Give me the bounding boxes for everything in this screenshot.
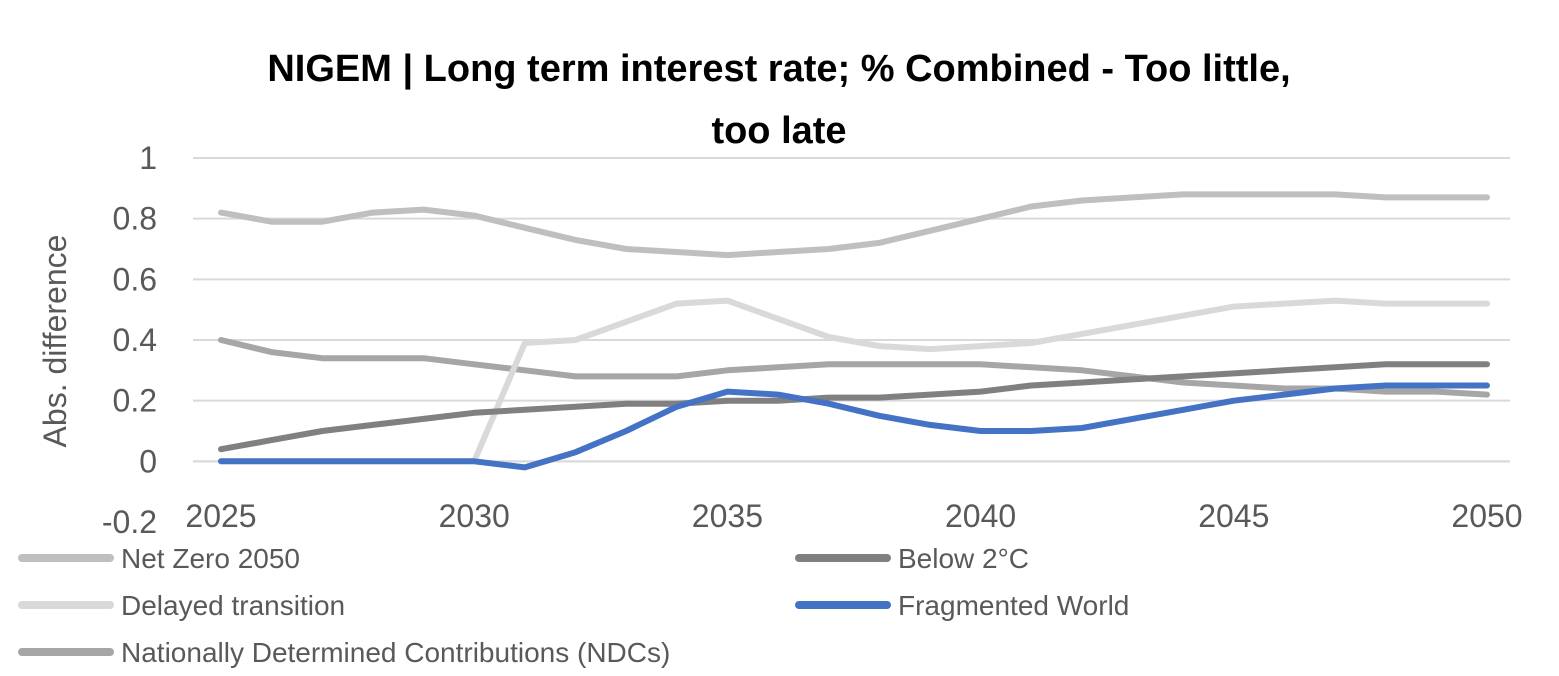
legend-label: Delayed transition [121,590,345,621]
x-tick-label: 2045 [1198,498,1269,534]
y-tick-label: 0.6 [113,261,157,297]
legend-label: Nationally Determined Contributions (NDC… [121,637,670,668]
series-line-3 [218,382,1490,471]
legend-label: Below 2°C [898,543,1029,574]
y-axis-title: Abs. difference [37,235,73,448]
chart-title-line-1: NIGEM | Long term interest rate; % Combi… [267,48,1290,90]
series-line-1 [218,361,1490,453]
legend-item-2: Delayed transition [18,590,345,621]
y-tick-label: -0.2 [102,504,157,540]
series-line-4 [218,337,1490,398]
y-tick-label: 0 [139,443,157,479]
legend-item-0: Net Zero 2050 [18,543,300,574]
y-tick-label: 0.2 [113,383,157,419]
x-axis-ticks: 2025 2030 2035 2040 2045 2050 [185,498,1522,534]
x-tick-label: 2030 [439,498,510,534]
series-lines [218,191,1490,471]
legend-label: Net Zero 2050 [121,543,300,574]
legend-item-1: Below 2°C [795,543,1029,574]
y-axis-ticks: 1 0.8 0.6 0.4 0.2 0 -0.2 [102,140,157,540]
series-line-2 [218,297,1490,465]
x-tick-label: 2040 [945,498,1016,534]
legend-label: Fragmented World [898,590,1129,621]
legend: Net Zero 2050 Below 2°C Delayed transition… [18,543,1129,668]
x-tick-label: 2025 [185,498,256,534]
series-line-0 [218,191,1490,259]
x-tick-label: 2035 [692,498,763,534]
legend-item-4: Nationally Determined Contributions (NDC… [18,637,670,668]
y-tick-label: 0.4 [113,322,157,358]
chart-title-line-2: too late [711,110,846,152]
legend-item-3: Fragmented World [795,590,1129,621]
y-tick-label: 0.8 [113,201,157,237]
x-tick-label: 2050 [1451,498,1522,534]
gridlines [193,157,1510,463]
y-tick-label: 1 [139,140,157,176]
